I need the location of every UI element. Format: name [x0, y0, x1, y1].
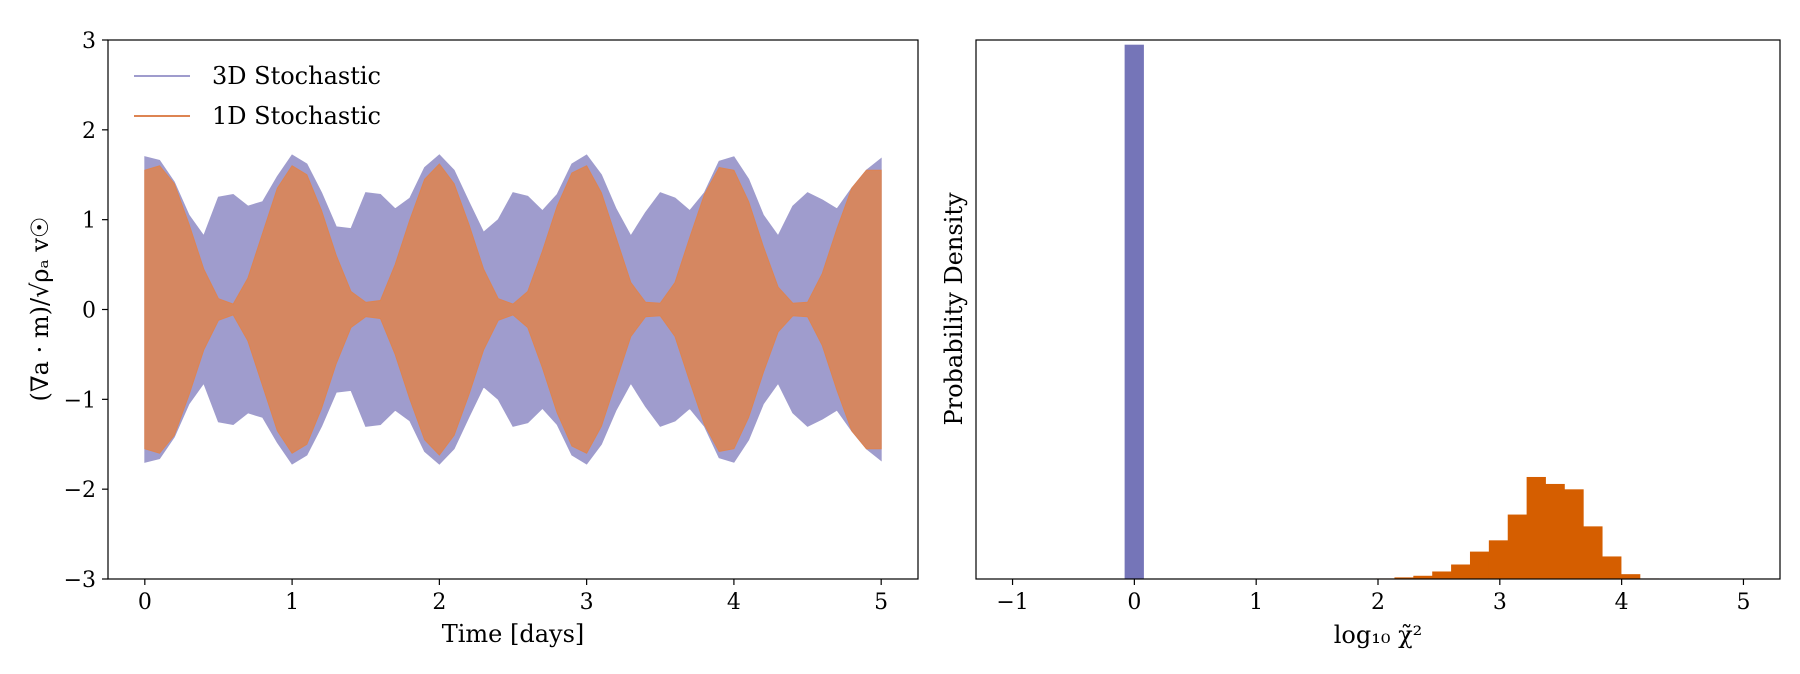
right-axes-frame: [975, 39, 1781, 580]
right-panel: −1 0 1 2 3 4 5 log₁₀ χ̃² Probability Density: [940, 39, 1781, 649]
histogram-bar-1d: [1432, 571, 1452, 579]
histogram-bar-1d: [1413, 575, 1433, 579]
left-x-tick-label: 3: [580, 590, 594, 615]
histogram-bar-1d: [1451, 564, 1471, 579]
left-x-axis-label: Time [days]: [442, 620, 585, 648]
histogram-bar-1d: [1621, 574, 1641, 579]
right-x-tick-label: 0: [1127, 590, 1141, 615]
histogram-bar-1d: [1469, 551, 1490, 579]
legend-label-3d: 3D Stochastic: [212, 62, 381, 90]
right-x-tick-label: 4: [1615, 590, 1629, 615]
histogram-bar-1d: [1507, 514, 1528, 579]
histogram-bar-1d: [1394, 577, 1414, 579]
left-x-tick-label: 5: [874, 590, 888, 615]
left-x-axis: 0 1 2 3 4 5: [138, 579, 888, 615]
left-x-tick-label: 1: [285, 590, 299, 615]
histogram-bar-1d: [1583, 526, 1603, 579]
left-y-tick-label: −2: [64, 478, 96, 503]
left-series-layer: [144, 154, 882, 465]
right-x-tick-label: 3: [1493, 590, 1507, 615]
left-x-tick-label: 2: [432, 590, 446, 615]
legend: 3D Stochastic 1D Stochastic: [134, 62, 381, 130]
right-x-tick-label: 2: [1371, 590, 1385, 615]
left-y-axis: −3 −2 −1 0 1 2 3: [64, 29, 108, 593]
left-panel: 0 1 2 3 4 5 −3 −2 −1 0 1 2 3 Time [days] (∇a · m)/√…: [26, 29, 919, 648]
left-y-axis-label: (∇a · m)/√ρₐ v☉: [26, 217, 54, 402]
right-x-tick-label: 1: [1249, 590, 1263, 615]
left-x-tick-label: 4: [727, 590, 741, 615]
histogram-bar-1d: [1602, 556, 1622, 579]
histogram-bar-1d: [1488, 540, 1509, 579]
histogram-bar-1d: [1545, 483, 1565, 579]
histogram-bars: [1124, 44, 1660, 579]
left-y-tick-label: 2: [82, 119, 96, 144]
left-y-tick-label: −3: [64, 568, 96, 593]
right-x-axis: −1 0 1 2 3 4 5: [996, 579, 1750, 615]
right-x-axis-label: log₁₀ χ̃²: [1334, 621, 1423, 649]
right-x-tick-label: 5: [1736, 590, 1750, 615]
histogram-bar-1d: [1526, 476, 1546, 579]
legend-label-1d: 1D Stochastic: [212, 102, 381, 130]
right-y-axis-label: Probability Density: [940, 192, 968, 426]
right-x-tick-label: −1: [996, 590, 1028, 615]
histogram-bar-3d: [1124, 44, 1144, 579]
left-y-tick-label: 3: [82, 29, 96, 54]
series-band-1d: [144, 163, 882, 456]
histogram-bar-1d: [1564, 489, 1584, 579]
left-y-tick-label: 1: [82, 209, 96, 234]
left-y-tick-label: 0: [82, 299, 96, 324]
left-y-tick-label: −1: [64, 388, 96, 413]
left-x-tick-label: 0: [138, 590, 152, 615]
